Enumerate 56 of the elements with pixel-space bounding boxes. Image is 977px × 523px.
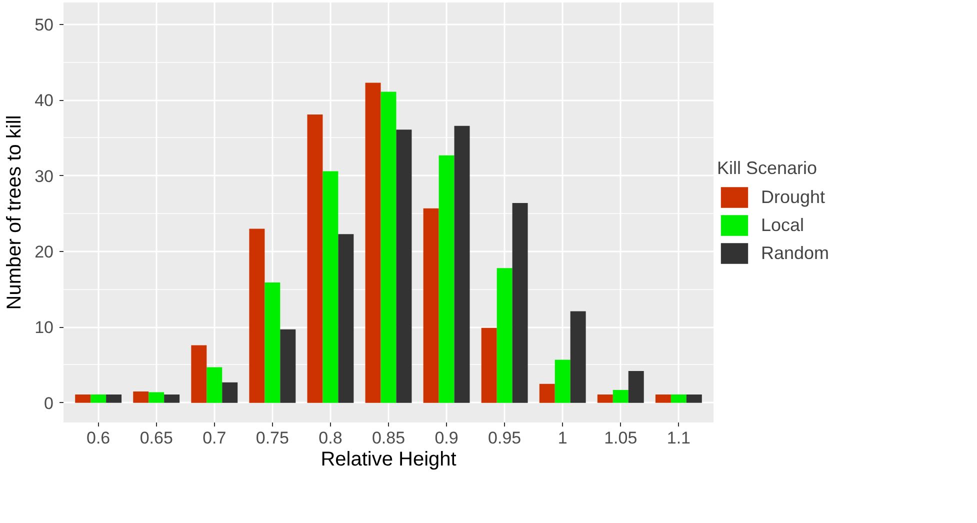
bar bbox=[206, 367, 222, 403]
bar bbox=[106, 394, 122, 403]
y-tick-label: 40 bbox=[34, 91, 54, 110]
bar bbox=[655, 394, 671, 403]
bar bbox=[191, 345, 207, 403]
x-axis-title: Relative Height bbox=[320, 448, 457, 470]
x-tick-label: 0.95 bbox=[488, 428, 522, 448]
legend-label: Random bbox=[761, 242, 830, 264]
bar bbox=[280, 329, 296, 403]
x-tick-label: 0.75 bbox=[256, 428, 289, 448]
bar bbox=[512, 203, 528, 403]
bar bbox=[75, 394, 91, 403]
bar bbox=[222, 382, 238, 403]
x-tick-label: 1.05 bbox=[604, 428, 638, 448]
bar bbox=[264, 282, 280, 403]
bar bbox=[148, 392, 164, 403]
legend-label: Drought bbox=[761, 186, 826, 208]
bar bbox=[481, 328, 497, 403]
x-tick-label: 0.7 bbox=[202, 428, 226, 448]
bar bbox=[90, 394, 106, 403]
x-tick-label: 0.8 bbox=[318, 428, 342, 448]
y-tick-label: 10 bbox=[34, 318, 54, 338]
bar bbox=[307, 114, 323, 403]
bar bbox=[438, 155, 454, 403]
legend-title: Kill Scenario bbox=[717, 158, 818, 179]
bar bbox=[249, 228, 265, 403]
bar bbox=[338, 234, 354, 403]
x-tick-label: 1 bbox=[558, 428, 568, 448]
bar bbox=[554, 360, 570, 403]
legend-label: Local bbox=[761, 214, 804, 236]
bar bbox=[686, 394, 702, 403]
bar bbox=[570, 311, 586, 403]
bar bbox=[539, 384, 555, 403]
bar bbox=[380, 92, 396, 403]
y-tick-label: 50 bbox=[34, 15, 54, 34]
y-tick-label: 30 bbox=[34, 166, 54, 186]
bar bbox=[423, 208, 439, 403]
y-axis-title: Number of trees to kill bbox=[4, 115, 26, 310]
bar bbox=[365, 82, 381, 403]
x-tick-label: 0.9 bbox=[434, 428, 458, 448]
bar bbox=[164, 394, 180, 403]
x-tick-label: 1.1 bbox=[666, 428, 691, 448]
x-tick-label: 0.65 bbox=[140, 428, 173, 448]
bar bbox=[496, 268, 512, 403]
bar bbox=[454, 126, 470, 403]
bar bbox=[597, 394, 613, 403]
y-tick-label: 0 bbox=[44, 394, 54, 413]
bar bbox=[322, 171, 338, 403]
bar bbox=[670, 394, 686, 403]
bar bbox=[612, 390, 628, 403]
x-tick-label: 0.85 bbox=[372, 428, 406, 448]
y-tick-label: 20 bbox=[34, 242, 54, 262]
x-tick-label: 0.6 bbox=[86, 428, 110, 448]
bar bbox=[396, 130, 412, 403]
bar bbox=[133, 391, 149, 403]
bar bbox=[628, 371, 644, 403]
